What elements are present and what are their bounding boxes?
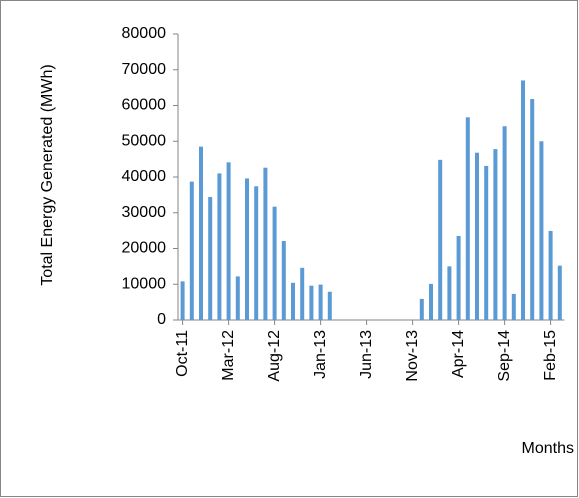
bar [429,283,433,320]
bar [327,291,332,320]
bar [300,267,305,320]
x-tick-label: Nov-13 [404,330,421,382]
bar [484,165,489,320]
y-axis-title: Total Energy Generated (MWh) [39,64,56,285]
bar [465,117,470,320]
bar [199,146,203,320]
bar [511,293,516,320]
bar [281,240,286,320]
y-tick-label: 80000 [122,25,167,42]
bar [530,99,535,320]
bar [272,206,277,320]
bar [502,126,507,320]
bar [226,162,231,320]
x-tick-label: Sep-14 [496,330,513,382]
y-tick-label: 70000 [122,61,167,78]
bar [217,173,222,320]
bar [180,281,185,320]
y-tick-label: 20000 [122,240,167,257]
x-tick-label: Jan-13 [312,330,329,379]
y-tick-label: 10000 [122,275,167,292]
y-tick-label: 0 [157,311,166,328]
x-tick-label: Jun-13 [358,330,375,379]
bar [493,149,498,320]
x-axis-title: Months [522,440,574,457]
x-tick-label: Aug-12 [266,330,283,382]
bar [447,266,452,320]
y-tick-label: 40000 [122,168,167,185]
bar [318,284,323,320]
y-tick-label: 30000 [122,204,167,221]
bar [208,197,213,320]
bar [309,285,314,320]
bar [539,141,544,320]
bar [438,159,443,320]
bar [235,276,240,320]
bar [189,181,194,320]
y-tick-label: 50000 [122,132,167,149]
bar [456,235,461,320]
x-tick-label: Mar-12 [220,330,237,381]
x-tick-label: Apr-14 [450,330,467,378]
bar [419,298,424,320]
bar [521,80,525,320]
x-tick-label: Feb-15 [542,330,559,381]
x-tick-label: Oct-11 [174,330,191,377]
bar [557,265,562,320]
bar [475,152,479,320]
bar [254,186,259,320]
y-tick-label: 60000 [122,97,167,114]
bar [263,167,268,320]
bar [245,178,249,320]
bar [291,282,295,320]
bar [548,230,553,320]
